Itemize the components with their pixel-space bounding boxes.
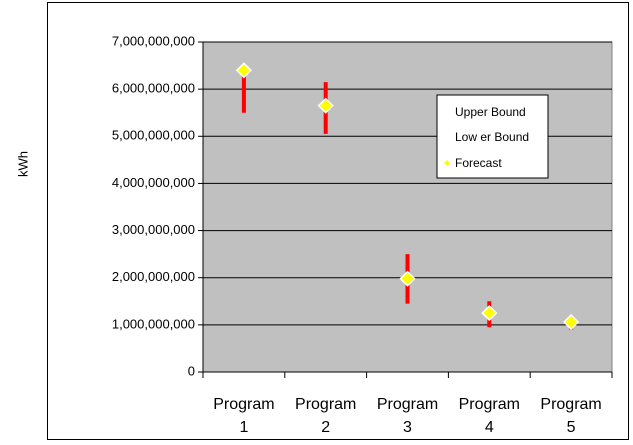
x-axis: Program 1 Program 2 Program 3 Program 4 Program 5 (202, 371, 613, 436)
forecast-point (481, 305, 498, 322)
legend-label-upper-bound: Upper Bound (455, 105, 526, 119)
data-marks (235, 62, 580, 331)
x-category-label: Program (459, 396, 520, 413)
y-axis-title: kWh (15, 151, 30, 177)
forecast-point (563, 313, 580, 331)
forecast-point (317, 97, 334, 114)
x-category-label: Program (295, 396, 356, 413)
x-category-number: 4 (485, 419, 494, 436)
forecast-point (235, 62, 252, 79)
x-category-number: 1 (239, 419, 248, 436)
x-category-label: Program (213, 396, 274, 413)
legend-marker-forecast (444, 160, 450, 166)
x-category-number: 3 (403, 419, 412, 436)
y-tick-label: 4,000,000,000 (112, 175, 195, 190)
y-tick-label: 7,000,000,000 (112, 33, 195, 48)
x-category-label: Program (540, 396, 601, 413)
x-category-number: 5 (567, 419, 576, 436)
forecast-point (399, 270, 416, 287)
y-tick-label: 2,000,000,000 (112, 269, 195, 284)
legend-label-forecast: Forecast (455, 156, 502, 170)
plot-area (202, 41, 613, 373)
y-tick-label: 3,000,000,000 (112, 222, 195, 237)
legend-box (436, 94, 549, 179)
y-tick-label: 6,000,000,000 (112, 81, 195, 96)
x-category-number: 2 (321, 419, 330, 436)
legend: Upper Bound Low er Bound Forecast (436, 94, 549, 179)
legend-label-lower-bound: Low er Bound (455, 130, 529, 144)
y-axis: 0 1,000,000,000 2,000,000,000 3,000,000,000… (112, 33, 204, 378)
gridlines (203, 41, 612, 326)
y-tick-label: 1,000,000,000 (112, 316, 195, 331)
y-tick-label: 0 (188, 363, 195, 378)
y-tick-label: 5,000,000,000 (112, 128, 195, 143)
x-category-label: Program (377, 396, 438, 413)
